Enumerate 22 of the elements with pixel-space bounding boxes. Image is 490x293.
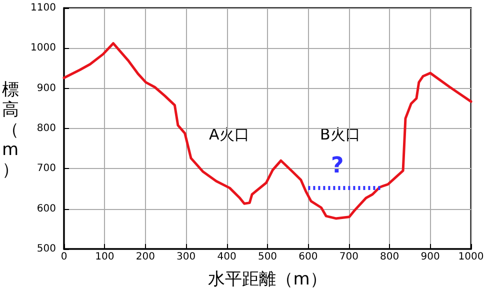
x-axis-title: 水平距離（m） [208, 270, 327, 290]
line-series [62, 42, 472, 220]
annotation: ? [331, 154, 344, 178]
x-tick-label: 800 [380, 252, 400, 262]
y-tick-label: 500 [36, 244, 56, 254]
x-tick-label: 300 [176, 252, 196, 262]
x-tick-label: 1000 [458, 252, 484, 262]
y-axis-title: 標高（m） [2, 80, 19, 180]
x-tick-label: 500 [258, 252, 278, 262]
x-tick-label: 600 [298, 252, 318, 262]
x-tick-label: 0 [60, 252, 68, 262]
x-tick-label: 700 [339, 252, 358, 262]
y-tick-label: 1100 [30, 2, 56, 14]
x-tick-label: 400 [217, 252, 236, 262]
y-tick-label: 800 [36, 123, 56, 134]
x-tick-label: 200 [136, 252, 155, 262]
y-tick-label: 900 [36, 82, 56, 94]
x-tick-label: 900 [420, 252, 440, 262]
x-tick-label: 100 [95, 252, 114, 262]
y-tick-label: 1000 [30, 42, 56, 54]
y-tick-label: 700 [36, 163, 56, 174]
y-tick-label: 600 [36, 203, 56, 214]
